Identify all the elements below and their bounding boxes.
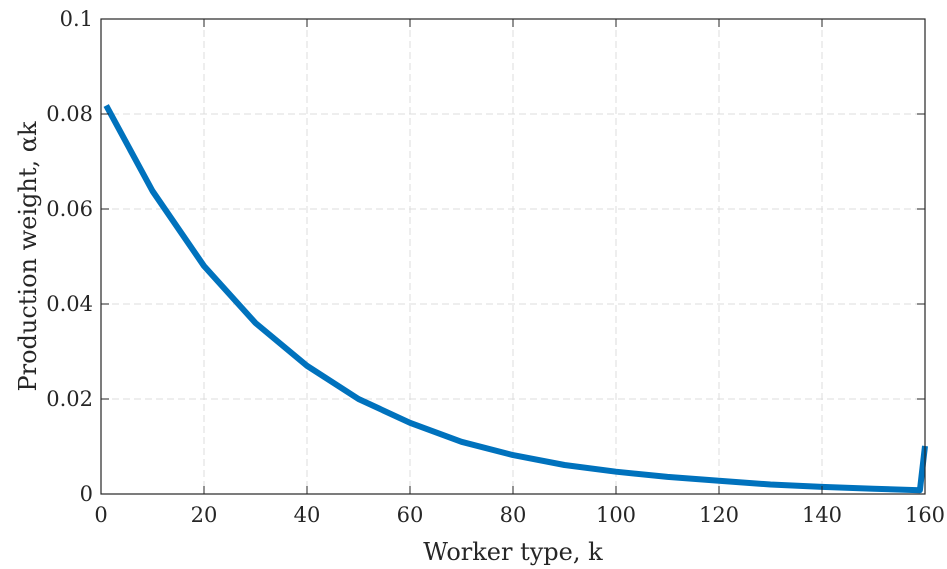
x-axis-label: Worker type, k	[423, 538, 603, 566]
y-axis-label: Production weight, αk	[14, 121, 42, 392]
x-tick-label: 140	[802, 503, 842, 527]
x-tick-label: 40	[294, 503, 321, 527]
tick-labels: 0 20 40 60 80 100 120 140 160 0 0.02 0.04 0.06 0.08 0.…	[46, 7, 945, 527]
x-tick-label: 60	[397, 503, 424, 527]
series-line	[103, 104, 928, 494]
x-tick-label: 80	[500, 503, 527, 527]
y-tick-label: 0.06	[46, 197, 93, 221]
series-layer	[103, 104, 928, 494]
x-tick-label: 0	[94, 503, 107, 527]
y-tick-label: 0.02	[46, 387, 93, 411]
grid-lines	[101, 19, 925, 494]
y-tick-label: 0.08	[46, 102, 93, 126]
x-tick-label: 20	[191, 503, 218, 527]
x-tick-label: 120	[699, 503, 739, 527]
axis-ticks	[100, 18, 926, 495]
y-tick-label: 0	[80, 482, 93, 506]
y-tick-label: 0.1	[60, 7, 93, 31]
x-tick-label: 100	[596, 503, 636, 527]
y-tick-label: 0.04	[46, 292, 93, 316]
x-tick-label: 160	[905, 503, 945, 527]
